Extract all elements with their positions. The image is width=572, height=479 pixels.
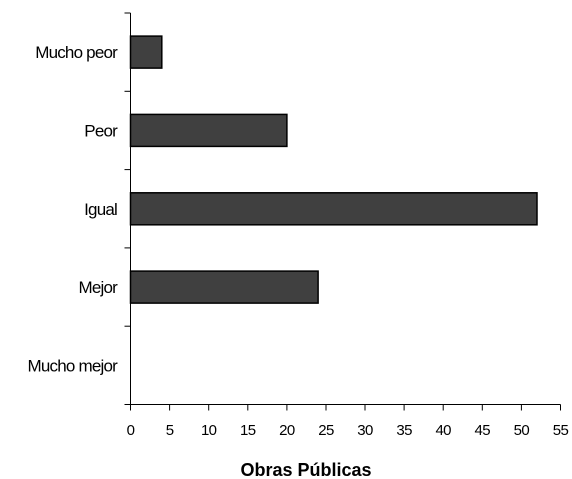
x-tick-label: 25 <box>318 422 334 439</box>
x-axis-title: Obras Públicas <box>240 460 371 479</box>
labels-group: Mucho peor Peor Igual Mejor Mucho mejor 0 5 10 1… <box>28 43 570 439</box>
x-tick-label: 10 <box>201 422 217 439</box>
x-tick-label: 40 <box>435 422 451 439</box>
bar-peor <box>129 113 288 148</box>
category-label: Mucho peor <box>35 43 118 62</box>
x-tick-label: 5 <box>166 422 174 439</box>
bar-mejor <box>129 270 319 304</box>
category-label: Mucho mejor <box>28 356 119 375</box>
x-tick-label: 20 <box>279 422 295 439</box>
x-tick-label: 0 <box>127 422 135 439</box>
x-tick-label: 35 <box>396 422 412 439</box>
axes-group <box>124 12 561 411</box>
x-tick-label: 50 <box>514 422 530 439</box>
x-tick-label: 45 <box>475 422 491 439</box>
x-tick-label: 30 <box>357 422 373 439</box>
category-label: Igual <box>84 200 117 219</box>
category-label: Mejor <box>78 278 118 297</box>
bars-group <box>129 35 538 304</box>
bar-mucho-peor <box>129 35 163 69</box>
category-label: Peor <box>84 121 118 140</box>
bar-igual <box>129 192 538 226</box>
x-tick-label: 15 <box>240 422 256 439</box>
x-tick-label: 55 <box>553 422 569 439</box>
